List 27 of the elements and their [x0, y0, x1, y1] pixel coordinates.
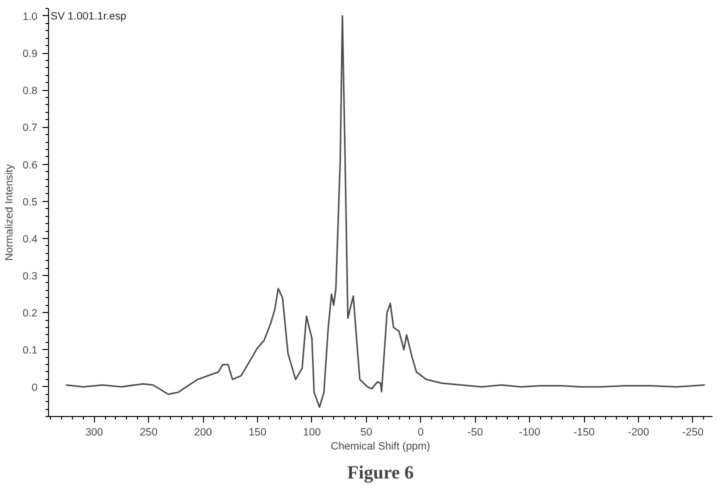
x-tick-label: 300 — [85, 426, 104, 438]
caption: Figure 6 — [347, 462, 414, 484]
y-tick-label: 0.3 — [22, 270, 38, 283]
x-tick-label: 150 — [248, 426, 266, 438]
y-tick-label: 0.4 — [22, 233, 38, 246]
x-axis-title: Chemical Shift (ppm) — [330, 440, 430, 452]
y-tick-label: 0.6 — [22, 159, 38, 172]
x-tick-label: 100 — [303, 426, 321, 438]
y-axis-title: Normalized Intensity — [4, 164, 16, 261]
x-tick-label: -50 — [468, 426, 483, 438]
y-tick-label: 0.2 — [22, 308, 38, 320]
x-tick-label: -250 — [682, 426, 704, 438]
y-tick-label: 0.7 — [22, 122, 38, 134]
x-tick-label: 50 — [360, 426, 372, 438]
y-tick-label: 0.9 — [22, 48, 38, 60]
x-tick-label: 0 — [418, 426, 424, 438]
y-tick-label: 0.8 — [22, 85, 38, 98]
x-tick-label: 250 — [140, 426, 158, 438]
x-tick-label: -200 — [628, 426, 650, 438]
y-tick-label: 0 — [32, 382, 38, 394]
x-tick-label: 200 — [194, 426, 212, 438]
y-tick-label: 0.1 — [22, 344, 38, 357]
annotation: SV 1.001.1r.esp — [50, 10, 126, 22]
x-tick-label: -100 — [518, 426, 540, 438]
y-tick-label: 1.0 — [22, 10, 38, 23]
y-tick-label: 0.5 — [22, 196, 38, 208]
x-tick-label: -150 — [573, 426, 595, 438]
